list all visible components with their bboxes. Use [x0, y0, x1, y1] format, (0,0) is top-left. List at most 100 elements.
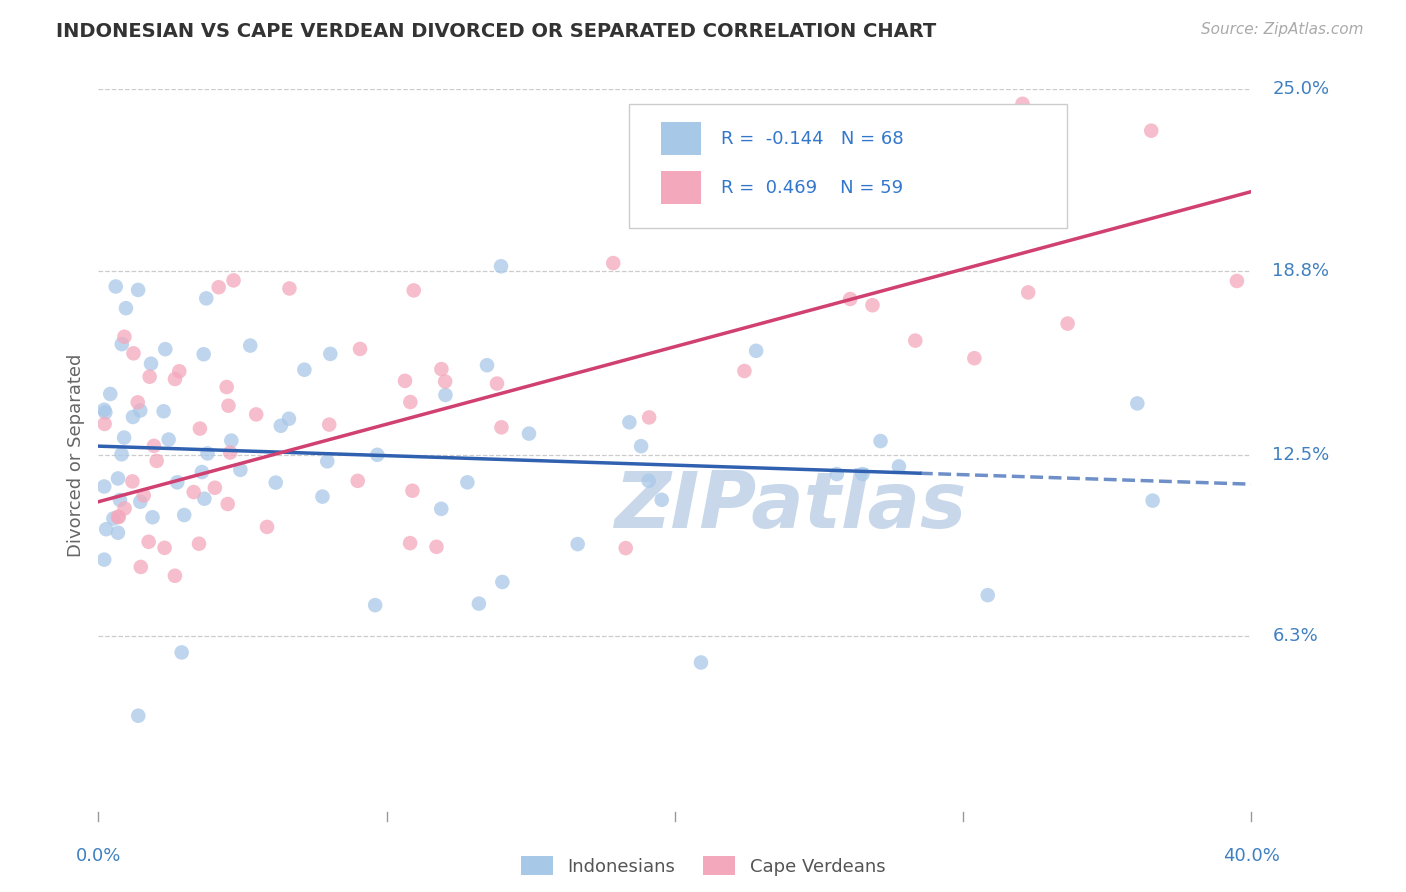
Point	[204, 481, 226, 495]
Point	[104, 279, 127, 293]
Point	[245, 408, 267, 422]
Point	[434, 375, 457, 389]
Point	[887, 459, 910, 474]
Point	[567, 537, 589, 551]
Point	[170, 645, 193, 659]
Point	[869, 434, 891, 448]
Bar	[661, 122, 702, 155]
Point	[1056, 317, 1078, 331]
Point	[425, 540, 447, 554]
Point	[517, 426, 540, 441]
Text: INDONESIAN VS CAPE VERDEAN DIVORCED OR SEPARATED CORRELATION CHART: INDONESIAN VS CAPE VERDEAN DIVORCED OR S…	[56, 22, 936, 41]
Point	[169, 364, 191, 378]
Point	[430, 501, 453, 516]
Point	[127, 283, 149, 297]
Point	[651, 492, 673, 507]
Point	[319, 347, 342, 361]
Point	[316, 454, 339, 468]
Point	[239, 338, 262, 352]
Text: 12.5%: 12.5%	[1272, 446, 1330, 464]
Point	[904, 334, 927, 348]
Point	[468, 597, 491, 611]
Point	[1126, 396, 1149, 410]
Point	[430, 362, 453, 376]
Point	[399, 536, 422, 550]
Point	[402, 284, 425, 298]
Point	[489, 260, 512, 274]
Point	[163, 568, 186, 582]
Point	[1011, 96, 1033, 111]
Point	[122, 346, 145, 360]
Point	[188, 421, 211, 435]
Point	[401, 483, 423, 498]
Point	[129, 560, 152, 574]
Point	[197, 446, 219, 460]
Point	[456, 475, 478, 490]
Point	[107, 509, 129, 524]
Point	[157, 433, 180, 447]
Point	[434, 388, 457, 402]
Point	[193, 347, 215, 361]
Point	[1226, 274, 1249, 288]
Point	[318, 417, 340, 432]
Point	[112, 431, 135, 445]
FancyBboxPatch shape	[628, 103, 1067, 228]
Point	[111, 337, 134, 351]
Point	[614, 541, 637, 555]
Point	[820, 211, 842, 225]
Point	[630, 439, 652, 453]
Point	[141, 510, 163, 524]
Point	[138, 369, 160, 384]
Point	[977, 588, 1000, 602]
Point	[394, 374, 416, 388]
Point	[229, 463, 252, 477]
Point	[183, 485, 205, 500]
Point	[1017, 285, 1039, 300]
Y-axis label: Divorced or Separated: Divorced or Separated	[66, 353, 84, 557]
Point	[138, 534, 160, 549]
Point	[1140, 124, 1163, 138]
Point	[163, 372, 186, 386]
Point	[839, 292, 862, 306]
Point	[114, 501, 136, 516]
Point	[1142, 493, 1164, 508]
Point	[602, 256, 624, 270]
Point	[96, 522, 118, 536]
Point	[173, 508, 195, 522]
Point	[311, 490, 333, 504]
Point	[93, 417, 115, 431]
Point	[93, 479, 115, 493]
Text: ZIPatlas: ZIPatlas	[614, 468, 966, 544]
Point	[129, 495, 152, 509]
Point	[221, 434, 243, 448]
Point	[166, 475, 188, 490]
Point	[217, 399, 239, 413]
Text: R =  -0.144   N = 68: R = -0.144 N = 68	[721, 130, 904, 148]
Text: Source: ZipAtlas.com: Source: ZipAtlas.com	[1201, 22, 1364, 37]
Point	[217, 497, 239, 511]
Point	[485, 376, 508, 391]
Point	[145, 454, 167, 468]
Point	[963, 351, 986, 366]
Point	[277, 411, 299, 425]
Point	[366, 448, 388, 462]
Point	[637, 474, 659, 488]
Point	[825, 467, 848, 481]
Point	[107, 510, 129, 524]
Point	[129, 403, 152, 417]
Point	[349, 342, 371, 356]
Point	[264, 475, 287, 490]
Point	[977, 129, 1000, 144]
Point	[195, 291, 218, 305]
Point	[270, 418, 292, 433]
Point	[475, 358, 498, 372]
Point	[152, 404, 174, 418]
Point	[862, 298, 884, 312]
Point	[619, 415, 641, 429]
Point	[399, 395, 422, 409]
Text: R =  0.469    N = 59: R = 0.469 N = 59	[721, 179, 903, 197]
Point	[103, 511, 125, 525]
Point	[851, 467, 873, 481]
Point	[98, 387, 121, 401]
Legend: Indonesians, Cape Verdeans: Indonesians, Cape Verdeans	[513, 849, 893, 883]
